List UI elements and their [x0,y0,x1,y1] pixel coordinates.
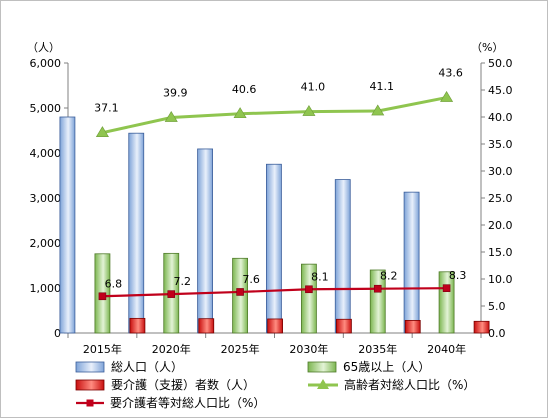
x-tick-label: 2025年 [221,342,260,356]
x-tick-label: 2030年 [289,342,328,356]
line-marker-triangle [233,107,247,119]
data-label: 43.6 [438,67,463,80]
line-marker-square [98,292,107,301]
line-marker-square [373,284,382,293]
y-right-tick-label: 30.0 [488,165,513,178]
x-tick-label: 2020年 [152,342,191,356]
data-label: 8.1 [311,270,329,283]
legend-swatch [75,379,105,391]
y-right-tick-label: 20.0 [488,219,513,232]
y-right-tick-label: 35.0 [488,138,513,151]
x-tick-label: 2040年 [427,342,466,356]
line-series-0 [102,96,447,135]
legend-label: 65歳以上（人） [343,360,430,374]
y-right-tick-label: 25.0 [488,192,513,205]
y-left-tick-label: 0 [54,327,61,340]
legend-swatch [307,361,337,373]
bar-series-2 [404,319,421,334]
data-label: 6.8 [105,277,123,290]
data-label: 41.1 [370,80,395,93]
y-left-tick-label: 5,000 [30,102,62,115]
data-label: 40.6 [232,83,257,96]
y-left-tick-label: 6,000 [30,57,62,70]
bar-series-2 [129,317,146,334]
y-right-tick-label: 10.0 [488,273,513,286]
legend-swatch-marker [86,399,94,407]
y-left-tick-label: 3,000 [30,192,62,205]
y-left-unit-label: （人） [27,41,60,54]
bar-series-0 [59,116,76,334]
data-label: 7.6 [242,273,260,286]
line-marker-triangle [95,126,109,137]
legend-swatch-marker [317,379,329,389]
data-label: 7.2 [174,275,192,288]
y-left-tick-label: 4,000 [30,147,62,160]
legend-label: 要介護者等対総人口比（%） [110,395,265,410]
bar-series-0 [334,179,351,334]
line-marker-square [167,290,176,298]
line-marker-square [236,288,244,296]
line-marker-triangle [164,110,178,122]
y-right-tick-label: 40.0 [488,111,513,124]
y-right-tick-label: 0.0 [488,327,506,340]
line-marker-triangle [302,105,316,116]
x-tick-label: 2015年 [83,342,122,356]
legend-label: 総人口（人） [111,360,183,374]
x-tick-label: 2035年 [358,342,397,356]
bar-series-2 [336,318,352,334]
data-label: 39.9 [163,87,188,100]
bar-series-0 [266,163,282,334]
line-marker-triangle [440,90,454,102]
bar-series-2 [267,318,283,334]
line-marker-square [305,285,313,294]
bar-series-0 [197,148,213,334]
data-label: 8.3 [449,269,467,282]
data-label: 41.0 [301,81,326,94]
bar-series-0 [128,132,145,334]
bar-series-0 [403,191,420,334]
line-marker-triangle [371,104,385,116]
data-label: 8.2 [380,270,398,283]
legend-label: 要介護（支援）者数（人） [111,377,255,392]
legend-swatch [75,361,105,373]
y-left-tick-label: 1,000 [30,282,62,295]
line-series-1 [102,287,447,298]
y-right-tick-label: 50.0 [488,57,513,70]
bar-series-2 [198,318,215,334]
bar-series-1 [301,263,317,334]
y-left-tick-label: 2,000 [30,237,62,250]
y-right-unit-label: （%） [471,41,503,54]
data-label: 37.1 [94,102,119,115]
bar-series-2 [473,320,490,334]
legend-label: 高齢者対総人口比（%） [344,377,475,392]
y-right-tick-label: 5.0 [488,300,506,313]
line-marker-square [442,284,451,292]
y-right-tick-label: 15.0 [488,246,513,259]
y-right-tick-label: 45.0 [488,84,513,97]
